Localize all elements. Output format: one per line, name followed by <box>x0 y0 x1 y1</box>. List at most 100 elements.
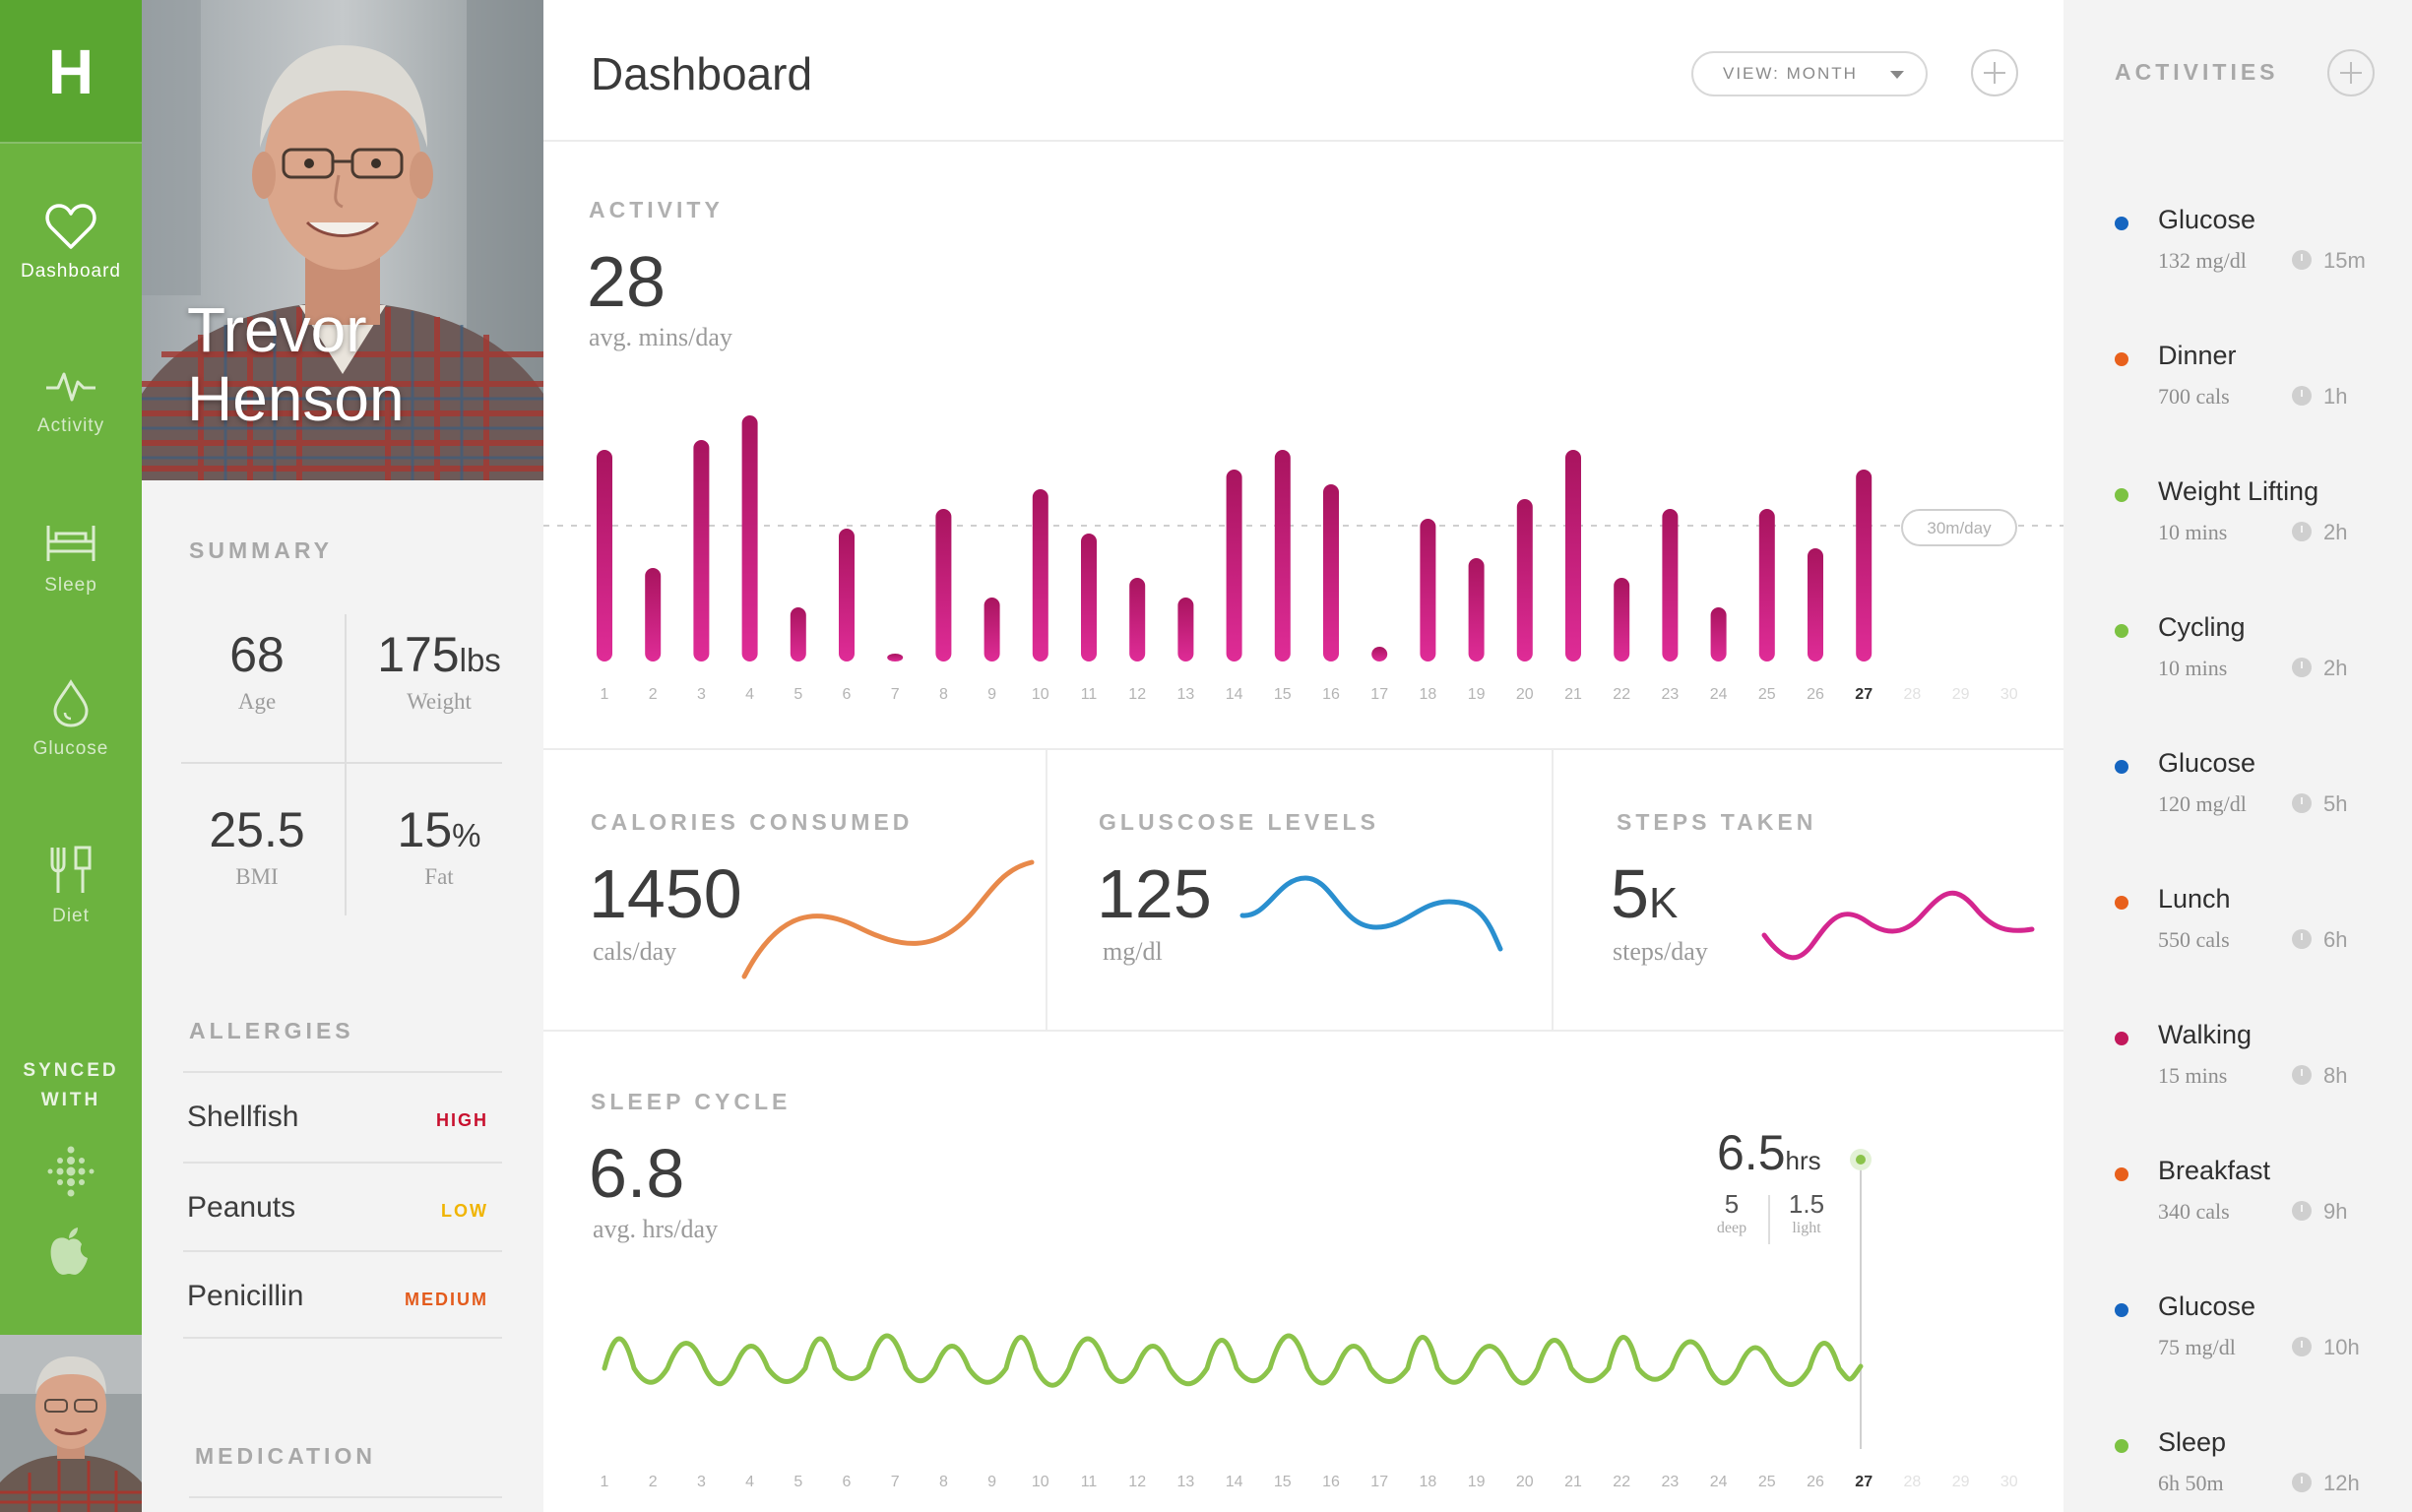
summary-divider <box>181 762 502 764</box>
clock-icon <box>2292 386 2312 406</box>
activity-item[interactable]: Sleep 6h 50m 12h <box>2063 1425 2412 1512</box>
activity-bar[interactable] <box>1856 470 1872 662</box>
glucose-value: 125 <box>1097 855 1212 932</box>
activity-bar[interactable] <box>1323 484 1339 662</box>
activity-bar[interactable] <box>790 607 806 662</box>
activity-item[interactable]: Glucose 75 mg/dl 10h <box>2063 1290 2412 1425</box>
activity-bar[interactable] <box>1662 509 1679 662</box>
activity-bar[interactable] <box>1614 578 1630 662</box>
stat-label: Fat <box>424 864 454 889</box>
sleep-tick-label: 27 <box>1855 1474 1872 1490</box>
add-activity-button[interactable] <box>2327 49 2375 96</box>
activity-item[interactable]: Walking 15 mins 8h <box>2063 1018 2412 1154</box>
activity-bar[interactable] <box>1758 509 1775 662</box>
clock-icon <box>2292 522 2312 541</box>
stat-value: 25.5 <box>209 802 305 857</box>
clock-icon <box>2292 250 2312 270</box>
apple-icon[interactable] <box>47 1227 91 1278</box>
activity-bar[interactable] <box>1274 450 1291 662</box>
nav-item-glucose[interactable]: Glucose <box>0 679 142 827</box>
activity-tick-label: 25 <box>1758 686 1776 703</box>
sleep-value: 6.8 <box>589 1135 685 1212</box>
clock-icon <box>2292 929 2312 949</box>
activity-bar[interactable] <box>693 440 710 662</box>
activity-bar[interactable] <box>1468 558 1485 662</box>
activity-tick-label: 30 <box>2000 686 2018 703</box>
activity-item-title: Walking <box>2158 1020 2253 1049</box>
nav-label: Glucose <box>32 738 109 759</box>
activity-tick-label: 20 <box>1516 686 1534 703</box>
user-avatar[interactable] <box>0 1335 142 1512</box>
activity-item-time: 8h <box>2323 1063 2348 1088</box>
last-name: Henson <box>187 363 405 434</box>
activity-item-title: Glucose <box>2158 748 2256 778</box>
activity-item[interactable]: Breakfast 340 cals 9h <box>2063 1154 2412 1290</box>
allergy-row[interactable]: Penicillin MEDIUM <box>183 1250 502 1339</box>
activity-bar[interactable] <box>984 598 1000 662</box>
activity-bar[interactable] <box>1420 519 1436 662</box>
sleep-light-label: light <box>1792 1220 1821 1236</box>
activity-chart[interactable]: 1 2 3 4 5 6 7 8 9 10 11 12 13 14 15 16 17 18 19 20 21 22 23 24 2… <box>543 394 2063 709</box>
sleep-tick-label: 26 <box>1807 1474 1824 1490</box>
steps-suffix: K <box>1648 879 1679 927</box>
view-select[interactable]: VIEW: MONTH <box>1691 51 1928 96</box>
activity-bar[interactable] <box>1032 489 1048 662</box>
activity-item[interactable]: Dinner 700 cals 1h <box>2063 339 2412 474</box>
activity-bar[interactable] <box>1516 499 1533 662</box>
activity-bar[interactable] <box>1226 470 1242 662</box>
activity-bar[interactable] <box>1129 578 1146 662</box>
allergy-row[interactable]: Peanuts LOW <box>183 1162 502 1250</box>
nav-item-dashboard[interactable]: Dashboard <box>0 202 142 349</box>
activity-item[interactable]: Cycling 10 mins 2h <box>2063 610 2412 746</box>
activity-item[interactable]: Weight Lifting 10 mins 2h <box>2063 474 2412 610</box>
metric-cards: CALORIES CONSUMED 1450 cals/day GLUSCOSE… <box>543 748 2063 1032</box>
nav-item-activity[interactable]: Activity <box>0 366 142 514</box>
activity-bar[interactable] <box>1081 534 1097 662</box>
sleep-light: 1.5 light <box>1780 1189 1833 1237</box>
activity-bar[interactable] <box>935 509 952 662</box>
synced-line: SYNCED <box>23 1060 119 1081</box>
activity-item[interactable]: Lunch 550 cals 6h <box>2063 882 2412 1018</box>
activity-bar[interactable] <box>1565 450 1581 662</box>
add-widget-button[interactable] <box>1971 49 2018 96</box>
activity-tick-label: 8 <box>939 686 948 703</box>
sleep-title: SLEEP CYCLE <box>591 1089 792 1114</box>
utensils-icon <box>50 846 92 893</box>
activity-item[interactable]: Glucose 132 mg/dl 15m <box>2063 203 2412 339</box>
sleep-tick-label: 14 <box>1226 1474 1243 1490</box>
nav-item-sleep[interactable]: Sleep <box>0 522 142 669</box>
activity-item-title: Glucose <box>2158 205 2256 234</box>
stat-unit: lbs <box>459 642 501 678</box>
allergy-name: Penicillin <box>187 1280 304 1312</box>
activity-unit: avg. mins/day <box>589 323 732 351</box>
activity-bar[interactable] <box>839 529 855 662</box>
sleep-tick-label: 3 <box>697 1474 706 1490</box>
sleep-tick-label: 17 <box>1370 1474 1388 1490</box>
sleep-tick-label: 13 <box>1177 1474 1195 1490</box>
profile-panel: Trevor Henson SUMMARY 68 Age 175lbs Weig… <box>142 0 543 1512</box>
allergy-severity: HIGH <box>436 1110 488 1130</box>
nav-label: Dashboard <box>21 261 121 282</box>
activity-tick-label: 23 <box>1662 686 1680 703</box>
activity-bar[interactable] <box>1808 548 1823 662</box>
nav-item-diet[interactable]: Diet <box>0 845 142 992</box>
activity-bar[interactable] <box>741 415 758 662</box>
activity-bar[interactable] <box>645 568 662 662</box>
main-nav: H Dashboard Activity Sleep Glucose Diet … <box>0 0 142 1512</box>
activity-bar[interactable] <box>1371 647 1388 662</box>
sleep-chart[interactable]: 1 2 3 4 5 6 7 8 9 10 11 12 13 14 15 16 17 18 19 20 21 22 23 24 2… <box>543 1142 2063 1512</box>
activity-bar[interactable] <box>1710 607 1727 662</box>
activity-item[interactable]: Glucose 120 mg/dl 5h <box>2063 746 2412 882</box>
activity-tick-label: 22 <box>1613 686 1630 703</box>
steps-unit: steps/day <box>1613 937 1708 966</box>
sleep-split-divider <box>1768 1195 1770 1244</box>
activity-bar[interactable] <box>1177 598 1194 662</box>
activity-tick-label: 17 <box>1370 686 1388 703</box>
activity-bar[interactable] <box>597 450 612 662</box>
allergy-row[interactable]: Shellfish HIGH <box>183 1071 502 1160</box>
activity-bar[interactable] <box>887 654 904 662</box>
fitbit-icon[interactable] <box>45 1146 96 1197</box>
activity-item-title: Weight Lifting <box>2158 476 2319 506</box>
app-logo[interactable]: H <box>0 0 142 144</box>
steps-value: 5K <box>1611 855 1679 932</box>
